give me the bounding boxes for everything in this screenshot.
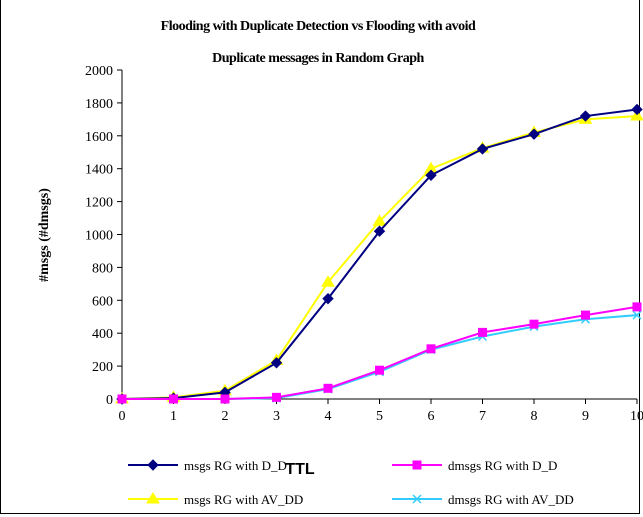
data-point <box>220 394 230 404</box>
chart-title-line-2: Duplicate messages in Random Graph <box>212 51 424 66</box>
y-tick-label: 600 <box>92 294 113 309</box>
legend-label: dmsgs RG with AV_DD <box>448 492 574 507</box>
data-point <box>426 344 436 354</box>
series-2 <box>115 109 643 404</box>
series-line <box>121 108 638 400</box>
y-axis-label: #msgs (#dmsgs) <box>37 188 52 282</box>
x-tick-label: 2 <box>222 409 229 424</box>
legend-marker <box>146 492 160 504</box>
x-tick-label: 3 <box>273 409 280 424</box>
x-tick-label: 0 <box>119 409 126 424</box>
y-tick-label: 200 <box>92 360 113 375</box>
legend-label: dmsgs RG with D_D <box>448 458 557 473</box>
legend-marker <box>412 494 422 504</box>
legend-item-2: msgs RG with AV_DD <box>128 492 303 507</box>
x-marker-stroke <box>412 494 422 504</box>
x-tick-label: 9 <box>582 409 589 424</box>
data-point <box>322 292 334 305</box>
chart-title-line-1: Flooding with Duplicate Detection vs Flo… <box>161 19 476 34</box>
data-point <box>270 357 283 369</box>
data-point <box>581 310 590 320</box>
y-tick-label: 1600 <box>85 130 113 145</box>
data-point <box>373 225 386 237</box>
data-point <box>272 392 281 402</box>
series-line <box>122 305 638 400</box>
data-point <box>528 128 540 140</box>
x-tick-label: 1 <box>170 409 177 424</box>
x-marker-stroke <box>632 310 642 320</box>
x-tick-label: 4 <box>325 409 332 424</box>
legend-marker <box>147 459 159 471</box>
x-tick-label: 7 <box>479 409 486 424</box>
data-point <box>117 394 127 404</box>
y-tick-label: 0 <box>106 393 113 408</box>
y-tick-label: 1800 <box>85 97 113 112</box>
data-point <box>375 365 384 375</box>
series-3 <box>117 310 642 404</box>
x-axis-label: TTL <box>285 461 315 478</box>
data-point <box>579 110 592 122</box>
y-tick-label: 400 <box>92 327 113 342</box>
x-tick-label: 5 <box>376 409 383 424</box>
series-1 <box>117 302 642 404</box>
x-tick-label: 8 <box>531 409 538 424</box>
y-tick-label: 1000 <box>85 229 113 244</box>
legend-label: msgs RG with D_D <box>184 458 287 473</box>
data-point <box>632 302 642 312</box>
data-point <box>631 103 643 116</box>
x-tick-label: 6 <box>428 409 435 424</box>
series-line <box>121 115 638 400</box>
data-point <box>321 275 335 287</box>
series-layer <box>115 103 643 405</box>
data-point <box>323 383 333 393</box>
y-tick-label: 1200 <box>85 196 113 211</box>
data-point <box>529 319 539 329</box>
data-point <box>478 327 487 337</box>
legend-label: msgs RG with AV_DD <box>184 492 303 507</box>
x-tick-label: 10 <box>630 409 643 424</box>
data-point <box>372 214 387 226</box>
legend-marker <box>412 460 422 470</box>
y-tick-label: 800 <box>92 261 113 276</box>
axes: 0 200 400 600 800 1000 1200 1400 1600 1800 2000 0 1 2… <box>85 64 643 424</box>
data-point <box>169 394 178 404</box>
legend-item-3: dmsgs RG with AV_DD <box>392 492 574 507</box>
legend-item-0: msgs RG with D_D <box>128 458 287 473</box>
series-line <box>122 314 638 400</box>
data-point <box>476 143 489 155</box>
y-tick-label: 1400 <box>85 163 113 178</box>
data-point <box>632 310 642 320</box>
legend-item-1: dmsgs RG with D_D <box>392 458 557 473</box>
data-point <box>425 169 437 181</box>
y-tick-label: 2000 <box>85 64 113 79</box>
series-0 <box>116 103 643 405</box>
